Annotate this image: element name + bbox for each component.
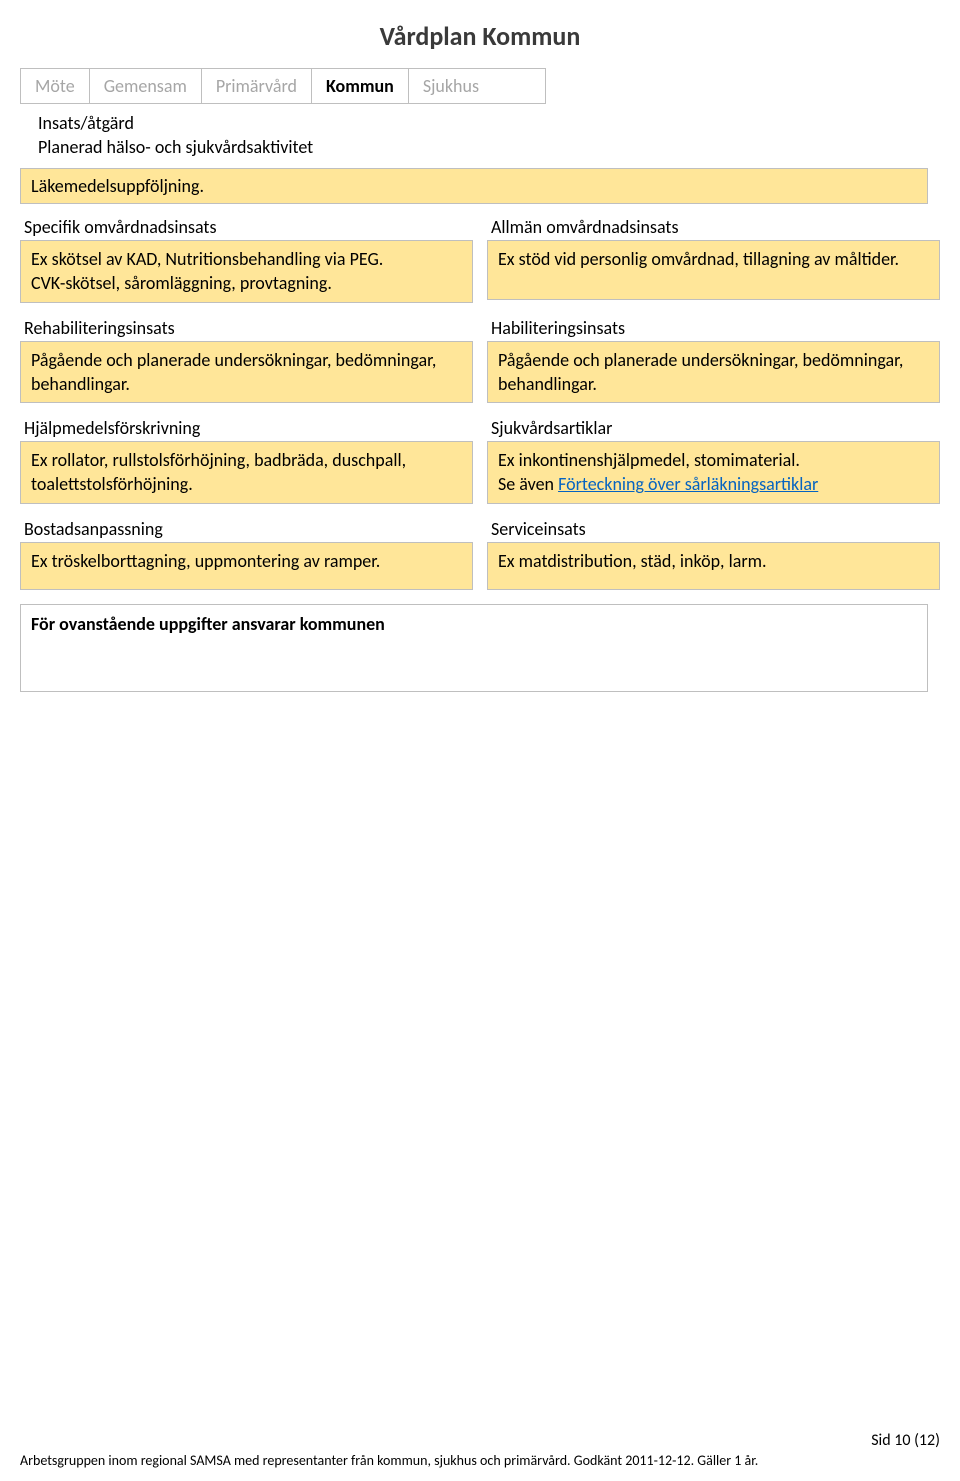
text-line: CVK-skötsel, såromläggning, provtagning. xyxy=(31,272,332,294)
allman-omvardnad-label: Allmän omvårdnadsinsats xyxy=(491,216,940,238)
lakemedel-text: Läkemedelsuppföljning. xyxy=(21,169,927,203)
tab-primarvard[interactable]: Primärvård xyxy=(202,69,312,103)
text-line: Ex matdistribution, städ, inköp, larm. xyxy=(498,550,767,572)
footer-line: Arbetsgruppen inom regional SAMSA med re… xyxy=(20,1452,940,1469)
bostad-text: Ex tröskelborttagning, uppmontering av r… xyxy=(21,543,472,589)
specifik-omvardnad-label: Specifik omvårdnadsinsats xyxy=(24,216,473,238)
row-1: Specifik omvårdnadsinsats Ex skötsel av … xyxy=(20,216,940,303)
service-text: Ex matdistribution, städ, inköp, larm. xyxy=(488,543,939,589)
row-2: Rehabiliteringsinsats Pågående och plane… xyxy=(20,317,940,404)
bostad-col: Bostadsanpassning Ex tröskelborttagning,… xyxy=(20,518,473,590)
forteckning-link[interactable]: Förteckning över sårläkningsartiklar xyxy=(558,473,818,495)
tab-kommun[interactable]: Kommun xyxy=(312,69,409,103)
rehab-label: Rehabiliteringsinsats xyxy=(24,317,473,339)
text-line: Ex stöd vid personlig omvårdnad, tillagn… xyxy=(498,248,899,270)
responsibility-box: För ovanstående uppgifter ansvarar kommu… xyxy=(20,604,928,692)
responsibility-text: För ovanstående uppgifter ansvarar kommu… xyxy=(31,613,385,635)
page: Vårdplan Kommun Möte Gemensam Primärvård… xyxy=(0,0,960,1481)
rehab-box: Pågående och planerade undersökningar, b… xyxy=(20,341,473,404)
section-heading: Insats/åtgärd xyxy=(38,112,940,134)
hjalpmedel-text: Ex rollator, rullstolsförhöjning, badbrä… xyxy=(21,442,472,503)
service-box: Ex matdistribution, städ, inköp, larm. xyxy=(487,542,940,590)
hjalpmedel-label: Hjälpmedelsförskrivning xyxy=(24,417,473,439)
hjalpmedel-box: Ex rollator, rullstolsförhöjning, badbrä… xyxy=(20,441,473,504)
text-prefix: Se även xyxy=(498,473,558,495)
text-line: Ex tröskelborttagning, uppmontering av r… xyxy=(31,550,380,572)
bostad-box: Ex tröskelborttagning, uppmontering av r… xyxy=(20,542,473,590)
footer: Sid 10 (12) Arbetsgruppen inom regional … xyxy=(20,1431,940,1469)
specifik-omvardnad-col: Specifik omvårdnadsinsats Ex skötsel av … xyxy=(20,216,473,303)
habil-col: Habiliteringsinsats Pågående och planera… xyxy=(487,317,940,404)
sjukvardsartiklar-label: Sjukvårdsartiklar xyxy=(491,417,940,439)
text-line: Ex inkontinenshjälpmedel, stomimaterial. xyxy=(498,449,800,471)
bostad-label: Bostadsanpassning xyxy=(24,518,473,540)
sjukvardsartiklar-col: Sjukvårdsartiklar Ex inkontinenshjälpmed… xyxy=(487,417,940,504)
habil-box: Pågående och planerade undersökningar, b… xyxy=(487,341,940,404)
rehab-col: Rehabiliteringsinsats Pågående och plane… xyxy=(20,317,473,404)
sjukvardsartiklar-text: Ex inkontinenshjälpmedel, stomimaterial.… xyxy=(488,442,939,503)
allman-omvardnad-text: Ex stöd vid personlig omvårdnad, tillagn… xyxy=(488,241,939,299)
specifik-omvardnad-text: Ex skötsel av KAD, Nutritionsbehandling … xyxy=(21,241,472,302)
row-3: Hjälpmedelsförskrivning Ex rollator, rul… xyxy=(20,417,940,504)
allman-omvardnad-box: Ex stöd vid personlig omvårdnad, tillagn… xyxy=(487,240,940,300)
habil-text: Pågående och planerade undersökningar, b… xyxy=(488,342,939,403)
habil-label: Habiliteringsinsats xyxy=(491,317,940,339)
text-line: Ex rollator, rullstolsförhöjning, badbrä… xyxy=(31,449,406,495)
rehab-text: Pågående och planerade undersökningar, b… xyxy=(21,342,472,403)
allman-omvardnad-col: Allmän omvårdnadsinsats Ex stöd vid pers… xyxy=(487,216,940,303)
tab-mote[interactable]: Möte xyxy=(21,69,90,103)
row-4: Bostadsanpassning Ex tröskelborttagning,… xyxy=(20,518,940,590)
lakemedel-box: Läkemedelsuppföljning. xyxy=(20,168,928,204)
sjukvardsartiklar-box: Ex inkontinenshjälpmedel, stomimaterial.… xyxy=(487,441,940,504)
service-col: Serviceinsats Ex matdistribution, städ, … xyxy=(487,518,940,590)
text-line: Pågående och planerade undersökningar, b… xyxy=(31,349,436,395)
tab-sjukhus[interactable]: Sjukhus xyxy=(409,69,493,103)
hjalpmedel-col: Hjälpmedelsförskrivning Ex rollator, rul… xyxy=(20,417,473,504)
section-sub: Planerad hälso- och sjukvårdsaktivitet xyxy=(38,136,940,158)
text-line: Ex skötsel av KAD, Nutritionsbehandling … xyxy=(31,248,383,270)
tab-bar: Möte Gemensam Primärvård Kommun Sjukhus xyxy=(20,68,546,104)
specifik-omvardnad-box: Ex skötsel av KAD, Nutritionsbehandling … xyxy=(20,240,473,303)
text-line: Pågående och planerade undersökningar, b… xyxy=(498,349,903,395)
service-label: Serviceinsats xyxy=(491,518,940,540)
page-title: Vårdplan Kommun xyxy=(20,20,940,52)
page-number: Sid 10 (12) xyxy=(20,1431,940,1450)
tab-gemensam[interactable]: Gemensam xyxy=(90,69,202,103)
